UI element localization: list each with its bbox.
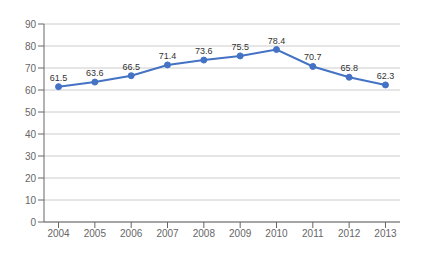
svg-text:75.5: 75.5 [231, 42, 249, 52]
svg-text:2009: 2009 [229, 228, 252, 239]
svg-text:2012: 2012 [338, 228, 361, 239]
svg-text:2013: 2013 [374, 228, 397, 239]
svg-text:65.8: 65.8 [340, 63, 358, 73]
svg-text:73.6: 73.6 [195, 46, 213, 56]
svg-text:2004: 2004 [47, 228, 70, 239]
svg-text:78.4: 78.4 [268, 36, 286, 46]
svg-text:10: 10 [25, 195, 37, 206]
svg-text:70.7: 70.7 [304, 52, 322, 62]
svg-text:2008: 2008 [193, 228, 216, 239]
svg-text:2006: 2006 [120, 228, 143, 239]
svg-text:40: 40 [25, 129, 37, 140]
svg-text:50: 50 [25, 107, 37, 118]
svg-text:60: 60 [25, 85, 37, 96]
svg-text:2011: 2011 [302, 228, 324, 239]
svg-text:30: 30 [25, 151, 37, 162]
svg-text:90: 90 [25, 19, 37, 30]
svg-text:0: 0 [30, 217, 36, 228]
svg-text:71.4: 71.4 [159, 51, 177, 61]
svg-text:66.5: 66.5 [122, 62, 140, 72]
svg-text:61.5: 61.5 [50, 73, 68, 83]
svg-text:62.3: 62.3 [377, 71, 395, 81]
svg-text:20: 20 [25, 173, 37, 184]
svg-text:2007: 2007 [156, 228, 179, 239]
svg-text:2005: 2005 [84, 228, 107, 239]
svg-text:80: 80 [25, 41, 37, 52]
svg-text:2010: 2010 [265, 228, 288, 239]
svg-text:63.6: 63.6 [86, 68, 104, 78]
svg-text:70: 70 [25, 63, 37, 74]
